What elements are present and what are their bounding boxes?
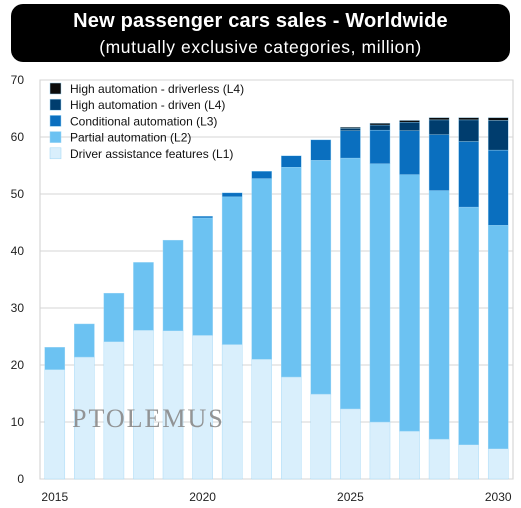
legend-swatch bbox=[49, 82, 62, 95]
bar-segment bbox=[340, 130, 361, 159]
legend-label: High automation - driven (L4) bbox=[70, 98, 225, 112]
bar-segment bbox=[251, 359, 272, 480]
bar-segment bbox=[310, 139, 332, 161]
y-tick-label: 0 bbox=[17, 472, 24, 486]
legend-swatch bbox=[49, 147, 62, 160]
bar-segment bbox=[399, 174, 420, 432]
x-tick-label: 2025 bbox=[337, 490, 364, 504]
bar-segment bbox=[399, 120, 420, 123]
bar-segment bbox=[310, 393, 332, 480]
bar-segment bbox=[428, 119, 450, 135]
bar-segment bbox=[192, 217, 213, 336]
bar-segment bbox=[428, 438, 450, 480]
bar-segment bbox=[399, 121, 420, 131]
bar-segment bbox=[251, 170, 272, 179]
bar-segment bbox=[162, 239, 184, 331]
y-tick-label: 20 bbox=[11, 358, 25, 372]
bar-segment bbox=[281, 376, 302, 480]
bar-segment bbox=[487, 225, 509, 449]
bar-segment bbox=[487, 448, 509, 480]
bar-segment bbox=[369, 123, 391, 126]
legend-label: Driver assistance features (L1) bbox=[70, 147, 233, 161]
bar-segment bbox=[458, 117, 479, 121]
ptolemus-watermark: PTOLEMUS bbox=[72, 404, 225, 433]
bar-segment bbox=[281, 167, 302, 378]
bar-segment bbox=[281, 155, 302, 168]
legend-swatch bbox=[49, 98, 62, 111]
bar-segment bbox=[192, 216, 213, 219]
bar-segment bbox=[369, 129, 391, 164]
y-tick-label: 70 bbox=[11, 73, 25, 87]
bar-segment bbox=[221, 192, 243, 198]
x-tick-label: 2020 bbox=[189, 490, 216, 504]
x-tick-label: 2030 bbox=[485, 490, 512, 504]
y-tick-label: 60 bbox=[11, 130, 25, 144]
bar-segment bbox=[369, 124, 391, 131]
bar-segment bbox=[487, 117, 509, 121]
bar-segment bbox=[340, 157, 361, 410]
legend-label: Partial automation (L2) bbox=[70, 131, 191, 145]
chart-title: New passenger cars sales - Worldwide bbox=[73, 10, 448, 32]
bar-segment bbox=[340, 127, 361, 129]
y-tick-label: 30 bbox=[11, 301, 25, 315]
legend-label: Conditional automation (L3) bbox=[70, 114, 217, 128]
y-tick-label: 40 bbox=[11, 244, 25, 258]
bar-segment bbox=[44, 369, 66, 480]
bar-segment bbox=[221, 344, 243, 480]
x-tick-label: 2015 bbox=[41, 490, 68, 504]
bar-segment bbox=[487, 120, 509, 151]
bar-segment bbox=[458, 141, 479, 208]
legend-swatch bbox=[49, 131, 62, 143]
bar-segment bbox=[340, 128, 361, 131]
chart-subtitle: (mutually exclusive categories, million) bbox=[99, 37, 422, 57]
bar-segment bbox=[428, 190, 450, 440]
bar-segment bbox=[399, 130, 420, 175]
bar-segment bbox=[487, 149, 509, 226]
bar-segment bbox=[458, 206, 479, 446]
bar-segment bbox=[458, 119, 479, 142]
bar-segment bbox=[399, 430, 420, 480]
bar-segment bbox=[428, 134, 450, 191]
bar-segment bbox=[251, 178, 272, 360]
bar-segment bbox=[74, 323, 95, 358]
bar-segment bbox=[458, 444, 479, 480]
bar-segment bbox=[221, 196, 243, 345]
bar-segment bbox=[310, 160, 332, 395]
bar-segment bbox=[369, 421, 391, 480]
bar-segment bbox=[44, 347, 66, 370]
title-banner: New passenger cars sales - Worldwide (mu… bbox=[11, 4, 510, 62]
legend-label: High automation - driverless (L4) bbox=[70, 82, 244, 96]
y-tick-label: 10 bbox=[11, 415, 25, 429]
bar-segment bbox=[103, 292, 125, 342]
bar-segment bbox=[428, 117, 450, 121]
bar-segment bbox=[133, 262, 154, 331]
legend-swatch bbox=[49, 115, 62, 127]
bar-segment bbox=[369, 163, 391, 423]
bar-segment bbox=[340, 408, 361, 480]
y-tick-label: 50 bbox=[11, 187, 25, 201]
